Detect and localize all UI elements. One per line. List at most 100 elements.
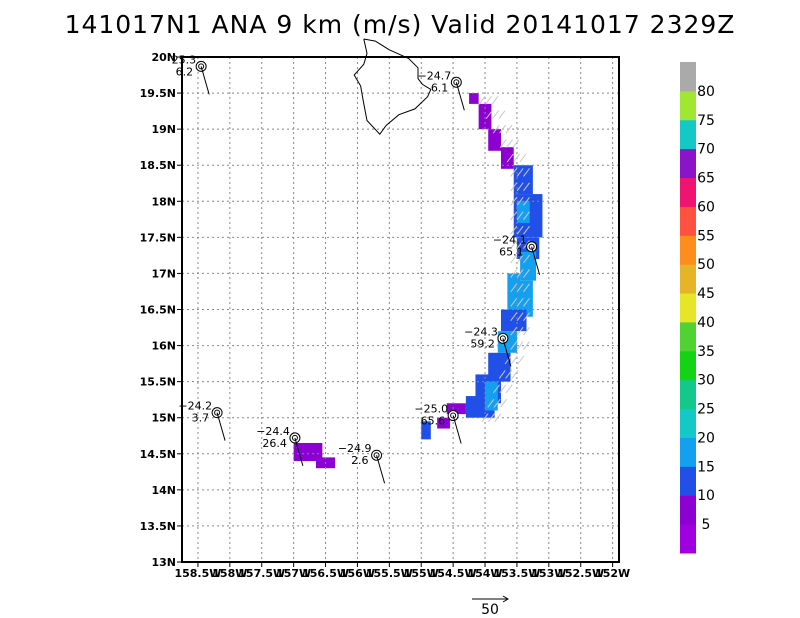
station-temp-label: −24.9	[338, 442, 372, 455]
wind-barb	[216, 412, 226, 441]
wind-vector	[510, 254, 518, 264]
wind-vector	[516, 225, 524, 235]
wind-vector	[512, 139, 520, 148]
x-axis-ticks: 158.5W158W157.5W157W156.5W156W155.5W155W…	[174, 562, 630, 580]
wind-vector	[516, 240, 524, 249]
speed-cell	[488, 129, 501, 151]
wind-vector	[488, 413, 495, 423]
station-marker-inner	[528, 243, 535, 250]
station-speed-label: 65.6	[421, 415, 446, 428]
wind-vector	[485, 95, 492, 105]
wind-vector	[513, 153, 521, 163]
wind-vector	[487, 398, 495, 408]
colorbar-swatch	[680, 466, 696, 496]
wind-vector	[523, 211, 530, 221]
wind-vector	[510, 168, 518, 177]
speed-cell	[485, 381, 498, 411]
station-speed-label: 65.1	[499, 246, 524, 259]
colorbar-swatch	[680, 148, 696, 179]
x-tick-label: 157W	[276, 567, 311, 580]
colorbar-label: 25	[697, 402, 715, 418]
station-speed-label: 6.1	[431, 81, 449, 94]
colorbar-swatch	[680, 524, 696, 554]
wind-vector	[523, 312, 530, 322]
wind-vector	[516, 168, 524, 177]
wind-vector	[523, 297, 530, 307]
x-tick-label: 155W	[404, 567, 439, 580]
y-tick-label: 18N	[151, 195, 176, 208]
wind-vector	[505, 124, 513, 134]
y-tick-label: 14N	[151, 484, 176, 497]
speed-cell	[516, 280, 533, 317]
wind-vector	[516, 254, 524, 264]
colorbar-label: 10	[697, 488, 715, 504]
x-tick-label: 155.5W	[366, 567, 413, 580]
wind-vector	[510, 225, 518, 235]
colorbar-label: 35	[697, 344, 715, 360]
wind-vector	[499, 139, 507, 148]
station-speed-label: 3.7	[192, 412, 210, 425]
wind-vector	[491, 95, 499, 105]
station-markers: 25.36.2 −24.76.1−24.165.1−24.359.2−24.23.…	[172, 53, 541, 484]
y-tick-label: 19.5N	[140, 87, 176, 100]
speed-cell	[513, 165, 533, 195]
wind-vector	[510, 312, 518, 322]
colorbar-label: 75	[697, 113, 715, 129]
x-tick-label: 154.5W	[430, 567, 477, 580]
colorbar-label: 80	[697, 84, 715, 100]
colorbar-label: 40	[697, 315, 715, 331]
wind-vector	[505, 370, 513, 379]
wind-vector	[523, 283, 530, 293]
y-tick-label: 14.5N	[140, 448, 176, 461]
station-marker-inner	[214, 409, 221, 416]
wind-vector	[510, 269, 518, 278]
wind-vector	[510, 182, 518, 192]
wind-vector	[481, 413, 489, 423]
colorbar-label: 45	[697, 286, 715, 302]
y-tick-label: 15N	[151, 412, 176, 425]
speed-cell	[478, 103, 492, 130]
x-tick-label: 154W	[467, 567, 502, 580]
wind-vector	[523, 240, 530, 249]
wind-vector	[510, 196, 518, 206]
wind-vector	[510, 297, 518, 307]
colorbar-swatch	[680, 119, 696, 150]
colorbar: 5 10 15 20 25 30 35 40 45 50 55 60 65 70 75 80	[680, 62, 715, 554]
station-temp-label: −24.3	[464, 325, 498, 338]
colorbar-swatch	[680, 408, 696, 438]
wind-vector	[516, 211, 524, 221]
gridlines	[182, 57, 619, 562]
wind-vector	[523, 196, 530, 206]
x-tick-label: 156.5W	[302, 567, 349, 580]
station-temp-label: −24.2	[178, 400, 212, 413]
wind-vector	[510, 283, 518, 293]
x-tick-label: 156W	[340, 567, 375, 580]
colorbar-swatch	[680, 379, 696, 410]
y-tick-label: 13.5N	[140, 520, 176, 533]
station-speed-label: 2.6	[351, 454, 369, 467]
colorbar-label: 50	[697, 257, 715, 273]
wind-vector	[498, 110, 506, 120]
colorbar-label: 30	[697, 373, 715, 389]
wind-barb	[455, 82, 465, 111]
wind-vector	[519, 153, 527, 163]
wind-vector	[505, 384, 513, 394]
station-speed-label: 26.4	[262, 437, 287, 450]
speed-cell	[293, 442, 323, 461]
colorbar-label: 65	[697, 171, 715, 187]
x-tick-label: 153W	[531, 567, 566, 580]
wind-vector	[478, 95, 486, 105]
colorbar-label: 15	[697, 459, 715, 475]
y-axis-ticks: 13N 13.5N 14N 14.5N 15N 15.5N 16N 16.5N 17N 17.5N…	[140, 51, 182, 569]
y-tick-label: 18.5N	[140, 159, 176, 172]
chart-title: 141017N1 ANA 9 km (m/s) Valid 20141017 2…	[64, 10, 736, 39]
wind-barb	[294, 437, 304, 467]
wind-vector	[499, 124, 506, 134]
x-tick-label: 152W	[595, 567, 630, 580]
station-temp-label: −25.0	[414, 403, 448, 416]
wind-vector	[516, 341, 524, 350]
wind-vector	[516, 297, 524, 307]
reference-vector-label: 50	[481, 602, 499, 618]
colorbar-swatch	[680, 177, 696, 207]
